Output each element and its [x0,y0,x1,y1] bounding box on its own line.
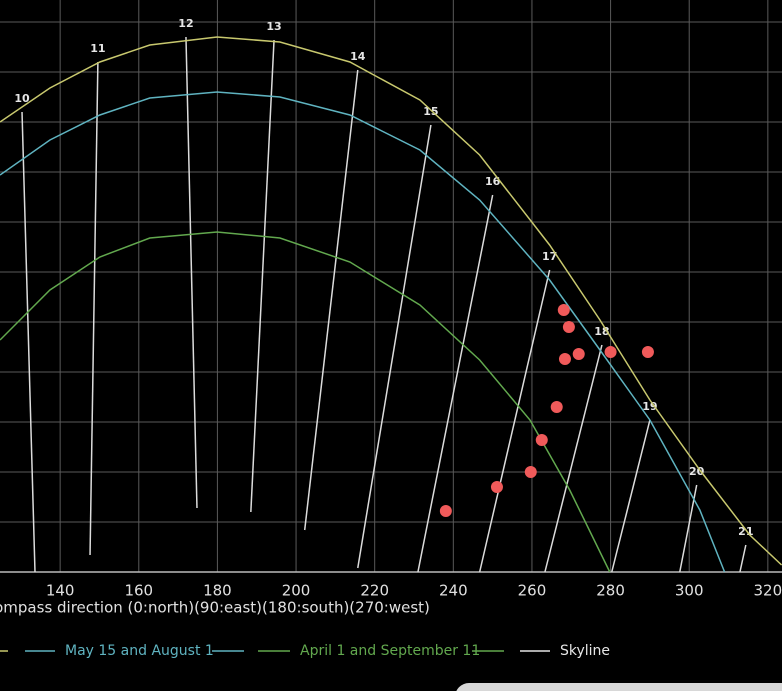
x-axis-title: ompass direction (0:north)(90:east)(180:… [0,599,430,617]
hour-label: 10 [14,92,30,105]
x-tick-label: 240 [439,582,468,600]
hour-line [611,419,651,573]
hour-label: 20 [689,465,705,478]
x-tick-label: 260 [518,582,547,600]
x-tick-label: 300 [675,582,704,600]
skyline-point [490,481,503,493]
x-tick-label: 160 [124,582,153,600]
sun-path-line [0,91,726,573]
hour-line [478,269,551,573]
skyline-point [524,466,537,478]
x-tick-label: 220 [360,582,389,600]
skyline-point [557,304,570,316]
hour-label: 19 [642,400,657,413]
skyline-point [604,346,617,358]
legend-label: May 15 and August 1 [65,643,214,659]
skyline-point [535,434,548,446]
sun-path-line [0,36,782,566]
skyline-point [572,348,585,360]
hour-label: 16 [485,175,501,188]
hour-line [21,111,36,573]
grid: 140 160 180 200 220 240 260 280 300 320 [0,0,782,600]
hour-label: 13 [266,20,281,33]
legend-label: April 1 and September 11 [300,643,480,659]
hour-line [544,344,603,573]
hour-line [739,544,747,573]
x-tick-label: 280 [596,582,625,600]
skyline-point [558,353,571,365]
x-tick-label: 140 [46,582,75,600]
hour-line [250,39,275,513]
hour-label: 15 [423,105,438,118]
hour-line [417,194,494,573]
hour-line [185,36,198,509]
legend: May 15 and August 1 April 1 and September… [0,643,610,659]
skyline-point [439,505,452,517]
hour-label: 11 [90,42,105,55]
skyline-point [562,321,575,333]
skyline-point [641,346,654,358]
hour-label: 12 [178,17,193,30]
hour-label: 14 [350,50,366,63]
x-tick-label: 200 [282,582,311,600]
sun-path-line [0,231,611,573]
legend-label: Skyline [560,643,610,659]
hour-line [357,124,432,569]
hour-line [89,61,99,556]
bottom-sheet-handle [456,683,782,691]
x-tick-label: 320 [754,582,782,600]
skyline-point [550,401,563,413]
hour-line [303,69,359,531]
hour-label: 17 [542,250,557,263]
x-tick-label: 180 [203,582,232,600]
